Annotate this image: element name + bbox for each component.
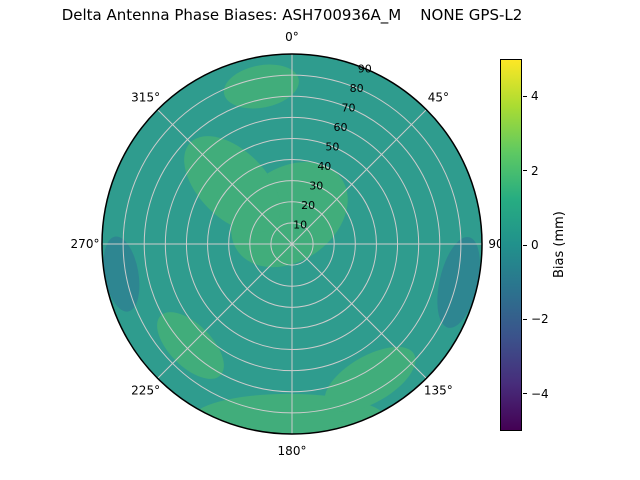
angular-gridline	[291, 109, 427, 245]
colorbar-tick-mark	[523, 318, 527, 320]
colorbar-tick-label: 4	[531, 89, 539, 104]
contour-region-low	[437, 237, 480, 328]
radial-tick-label: 10	[293, 218, 307, 231]
angular-tick-label: 180°	[278, 444, 307, 458]
angular-tick-label: 135°	[424, 383, 453, 397]
colorbar-tick-mark	[523, 95, 527, 97]
radial-tick-label: 60	[333, 121, 347, 134]
angular-tick-label: 225°	[131, 383, 160, 397]
angular-gridline	[291, 243, 427, 379]
radial-tick-label: 90	[358, 62, 372, 75]
radial-tick-label: 50	[325, 140, 339, 153]
colorbar-gradient	[500, 59, 522, 431]
angular-tick-label: 315°	[131, 91, 160, 105]
contour-region-high	[324, 346, 416, 412]
angular-gridline	[157, 109, 293, 245]
colorbar: −4 −2 0 2 4	[500, 59, 549, 431]
radial-tick-label: 70	[342, 101, 356, 114]
colorbar-axis-label: Bias (mm)	[552, 211, 567, 279]
polar-axes-edge	[101, 53, 483, 435]
angular-tick-label: 45°	[428, 91, 449, 105]
radial-tick-label: 20	[301, 199, 315, 212]
colorbar-tick-mark	[523, 170, 527, 172]
plot-title: Delta Antenna Phase Biases: ASH700936A_M…	[61, 6, 523, 24]
colorbar-tick-mark	[523, 393, 527, 395]
radial-tick-label: 80	[350, 82, 364, 95]
radial-tick-label: 40	[317, 160, 331, 173]
colorbar-tick-label: 0	[531, 238, 539, 252]
angular-tick-label: 270°	[71, 237, 100, 251]
colorbar-tick-mark	[523, 244, 527, 246]
radial-tick-label: 30	[309, 179, 323, 192]
angular-gridline	[157, 243, 293, 379]
colorbar-tick-label: −2	[531, 312, 549, 327]
colorbar-tick-label: 2	[531, 163, 539, 178]
colorbar-tick-label: −4	[531, 386, 549, 401]
angular-tick-label: 0°	[285, 30, 299, 44]
